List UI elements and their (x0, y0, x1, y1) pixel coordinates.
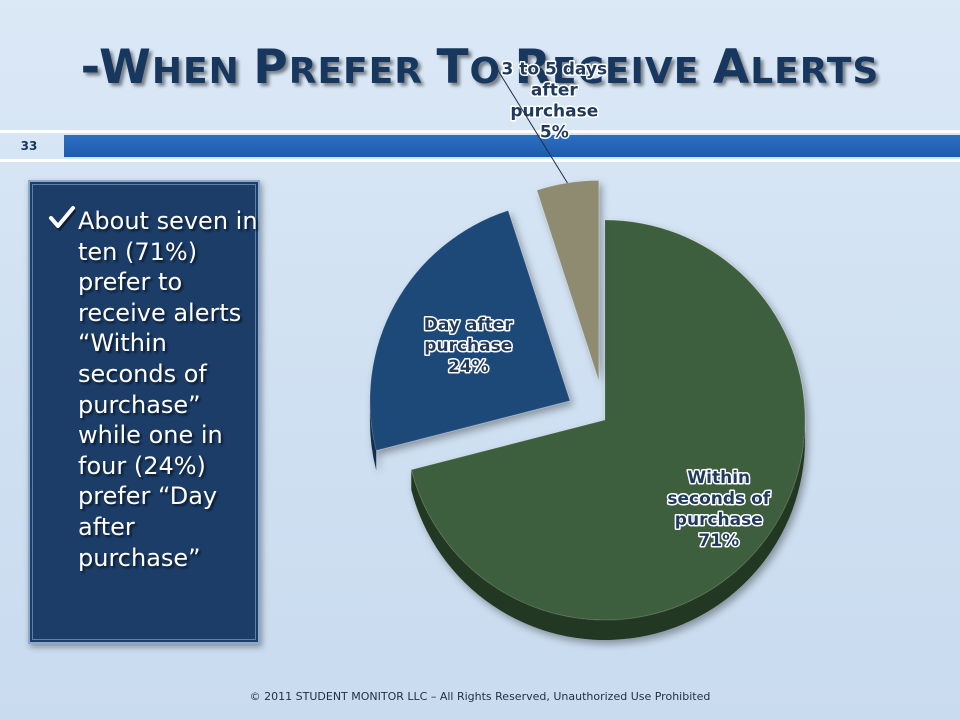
slice-label-line: 24% (448, 357, 489, 377)
title-part: T (436, 40, 470, 95)
title-part: A (712, 40, 751, 95)
slice-label-line: Within (687, 468, 750, 488)
title-rule-bar (64, 135, 960, 157)
title-part: O (469, 51, 515, 92)
title-part: ECEIVE (551, 51, 713, 92)
slice-label-line: 5% (540, 122, 569, 142)
copyright-footer: © 2011 STUDENT MONITOR LLC – All Rights … (249, 690, 711, 703)
slide-number: 33 (20, 139, 38, 153)
label-3-to-5-days: 3 to 5 days after purchase 5% (502, 59, 608, 142)
slice-label-line: after (531, 80, 579, 100)
title-part: LERTS (750, 51, 880, 92)
slice-label-line: 3 to 5 days (502, 59, 608, 79)
title-rule-top (0, 130, 960, 133)
title-part: -W (80, 40, 152, 95)
summary-callout: About seven in ten (71%) prefer to recei… (28, 180, 260, 644)
slice-label-line: purchase (424, 336, 512, 356)
slice-label-line: Day after (424, 315, 514, 335)
slice-label-line: seconds of (667, 489, 770, 509)
label-within-seconds: Within seconds of purchase 71% (667, 468, 770, 551)
slice-day-after (369, 209, 571, 471)
title-part: HEN (151, 51, 254, 92)
slice-within-seconds (410, 219, 806, 641)
title-part: R (514, 40, 552, 95)
title-part: REFER (288, 51, 437, 92)
leader-line (493, 64, 568, 184)
title-rule-bottom (0, 159, 960, 162)
check-mark-icon (49, 206, 76, 232)
summary-text: About seven in ten (71%) prefer to recei… (78, 207, 258, 572)
slide-title: -WHEN PREFER TO RECEIVE ALERTS (0, 40, 960, 120)
slice-label-line: purchase (675, 510, 763, 530)
label-day-after: Day after purchase 24% (424, 315, 514, 377)
slice-label-line: 71% (698, 531, 739, 551)
slice-label-line: purchase (510, 101, 598, 121)
title-part: P (253, 40, 289, 95)
